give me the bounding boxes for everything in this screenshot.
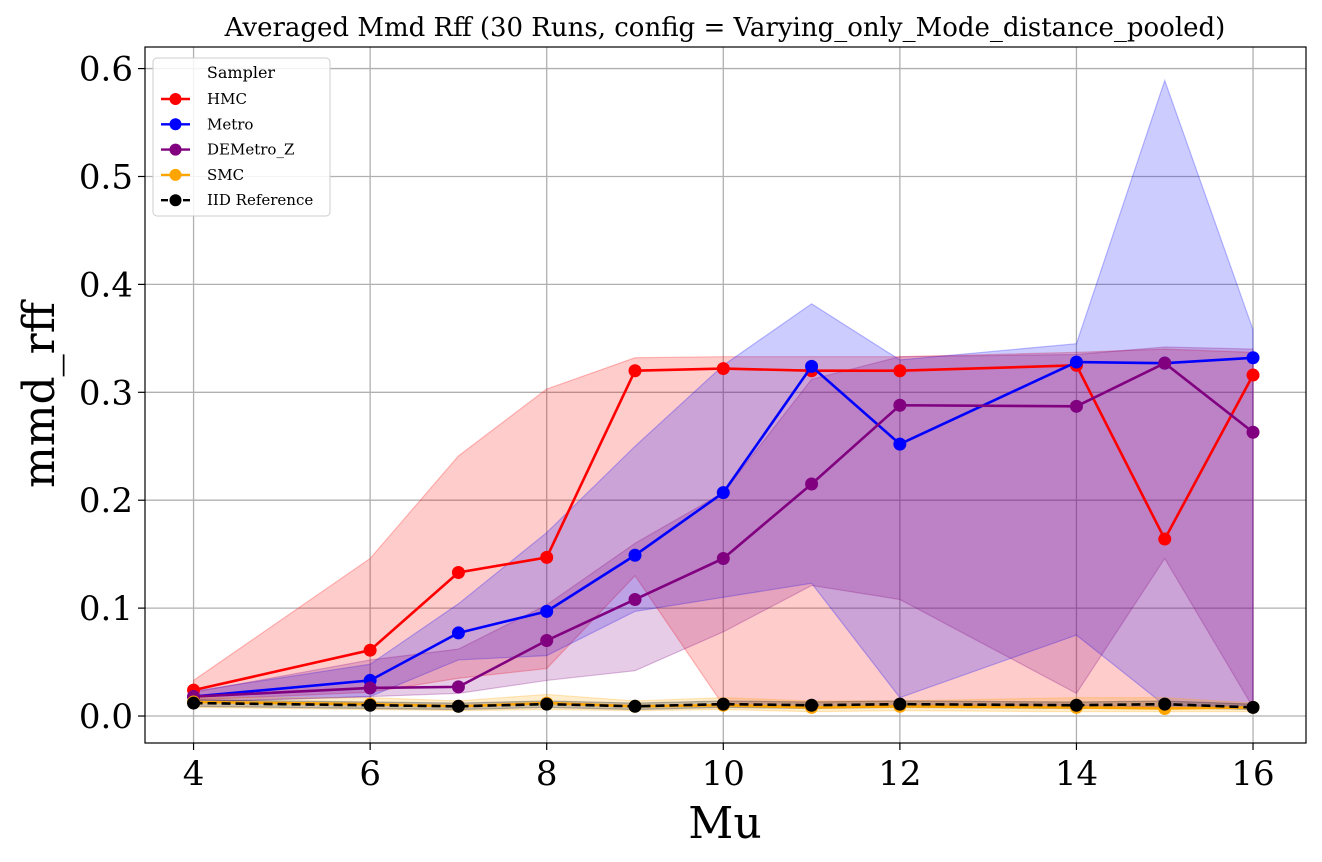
legend-marker-hmc	[169, 93, 182, 105]
legend-marker-demetro-z	[169, 143, 182, 156]
y-axis-label: mmd_rff	[14, 299, 65, 488]
point-demetro-z	[893, 398, 907, 412]
point-iid-reference	[1069, 698, 1083, 712]
grid	[145, 47, 1306, 743]
legend-label-smc: SMC	[207, 166, 244, 184]
y-tick-label: 0.5	[79, 157, 133, 197]
point-metro	[805, 359, 819, 373]
legend-title: Sampler	[207, 63, 276, 82]
legend-label-metro: Metro	[207, 115, 253, 133]
point-metro	[1246, 351, 1260, 365]
point-iid-reference	[1246, 700, 1260, 714]
line-iid-reference	[193, 701, 1254, 709]
point-metro	[451, 626, 465, 640]
point-demetro-z	[363, 681, 377, 695]
confidence-bands	[192, 78, 1254, 713]
y-tick-label: 0.6	[79, 50, 133, 90]
series-lines	[187, 351, 1260, 715]
point-hmc	[1246, 368, 1260, 382]
point-demetro-z	[805, 477, 819, 491]
point-demetro-z	[1158, 356, 1172, 370]
point-hmc	[363, 643, 377, 657]
legend: Sampler HMC Metro DEMetro_Z SMC IID Referenc…	[152, 57, 331, 217]
point-metro	[628, 548, 642, 562]
point-demetro-z	[540, 633, 554, 647]
point-iid-reference	[363, 698, 377, 712]
point-iid-reference	[451, 699, 465, 713]
point-hmc	[540, 550, 554, 564]
point-demetro-z	[451, 680, 465, 694]
x-tick-label: 14	[1055, 754, 1098, 794]
point-iid-reference	[716, 697, 730, 711]
legend-marker-iid-reference	[169, 194, 182, 207]
point-iid-reference	[628, 699, 642, 713]
x-tick-label: 16	[1231, 754, 1274, 794]
axis-ticks: 4 6 8 10 12 14 16 0.0 0.1 0.2 0.3 0.4 0.5 0.6	[79, 50, 1275, 794]
y-tick-label: 0.0	[79, 697, 133, 737]
point-demetro-z	[716, 551, 730, 565]
point-metro	[540, 604, 554, 618]
x-tick-label: 8	[536, 754, 558, 794]
plot-area-frame	[144, 46, 1307, 744]
legend-marker-smc	[169, 168, 182, 181]
x-tick-label: 6	[359, 754, 381, 794]
point-iid-reference	[187, 696, 201, 710]
point-hmc	[451, 566, 465, 580]
point-iid-reference	[893, 697, 907, 711]
legend-marker-metro	[169, 118, 182, 131]
y-tick-label: 0.1	[79, 589, 133, 629]
point-metro	[893, 437, 907, 451]
legend-box	[152, 57, 331, 217]
chart-title: Averaged Mmd Rff (30 Runs, config = Vary…	[224, 13, 1226, 43]
legend-label-demetro-z: DEMetro_Z	[207, 141, 294, 159]
x-tick-label: 4	[183, 754, 205, 794]
point-metro	[716, 486, 730, 500]
y-tick-label: 0.4	[79, 265, 133, 305]
x-tick-label: 12	[878, 754, 921, 794]
point-demetro-z	[628, 592, 642, 606]
point-hmc	[893, 364, 907, 378]
point-hmc	[1158, 532, 1172, 546]
legend-label-iid-reference: IID Reference	[207, 191, 313, 209]
point-iid-reference	[540, 697, 554, 711]
x-axis-label: Mu	[688, 798, 761, 849]
legend-label-hmc: HMC	[207, 90, 247, 108]
point-demetro-z	[1069, 399, 1083, 413]
point-iid-reference	[1158, 697, 1172, 711]
point-hmc	[716, 362, 730, 376]
y-tick-label: 0.2	[79, 481, 133, 521]
y-tick-label: 0.3	[79, 373, 133, 413]
point-demetro-z	[1246, 425, 1260, 439]
point-iid-reference	[805, 698, 819, 712]
point-hmc	[628, 364, 642, 378]
point-metro	[1069, 355, 1083, 369]
x-tick-label: 10	[702, 754, 745, 794]
